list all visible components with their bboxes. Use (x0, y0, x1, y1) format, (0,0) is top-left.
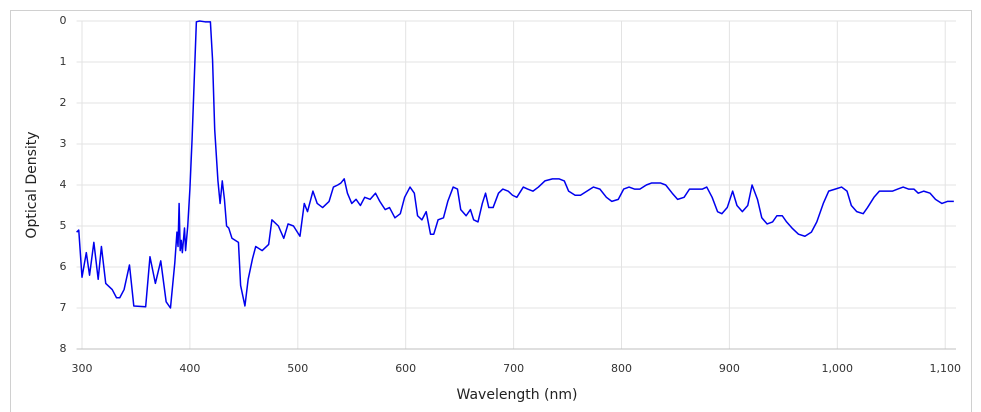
x-tick-label: 300 (71, 362, 92, 375)
x-tick-label: 800 (611, 362, 632, 375)
y-tick-label: 0 (60, 14, 67, 27)
x-tick-label: 1,100 (929, 362, 961, 375)
y-tick-label: 7 (60, 301, 67, 314)
x-tick-label: 900 (719, 362, 740, 375)
x-tick-label: 500 (287, 362, 308, 375)
y-tick-label: 1 (60, 55, 67, 68)
chart-border (10, 10, 972, 412)
y-axis-title: Optical Density (24, 131, 40, 238)
x-axis-title: Wavelength (nm) (457, 387, 578, 403)
x-tick-label: 600 (395, 362, 416, 375)
y-tick-label: 8 (60, 342, 67, 355)
x-tick-label: 400 (179, 362, 200, 375)
data-line (76, 20, 954, 309)
x-tick-label: 700 (503, 362, 524, 375)
y-tick-label: 5 (60, 219, 67, 232)
y-tick-label: 4 (60, 178, 67, 191)
y-tick-label: 6 (60, 260, 67, 273)
x-tick-label: 1,000 (822, 362, 854, 375)
y-tick-label: 3 (60, 137, 67, 150)
y-tick-label: 2 (60, 96, 67, 109)
